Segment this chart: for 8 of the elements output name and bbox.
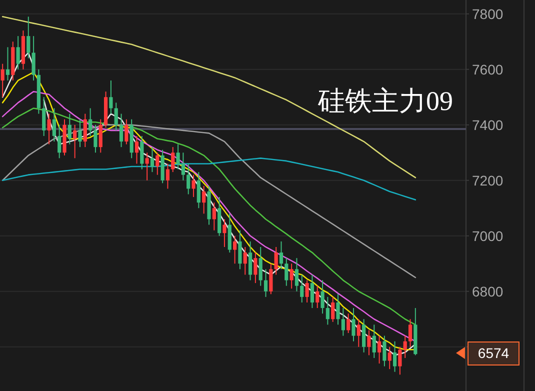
y-tick-label: 7600 (472, 61, 504, 78)
y-tick-label: 7400 (472, 116, 504, 133)
y-tick-label: 7800 (472, 6, 504, 22)
text: 硅铁主力09 (317, 86, 453, 116)
text: 6574 (478, 345, 510, 361)
y-tick-label: 6800 (472, 283, 504, 300)
y-tick-label: 7000 (472, 228, 504, 244)
y-tick-label: 7200 (472, 172, 504, 188)
